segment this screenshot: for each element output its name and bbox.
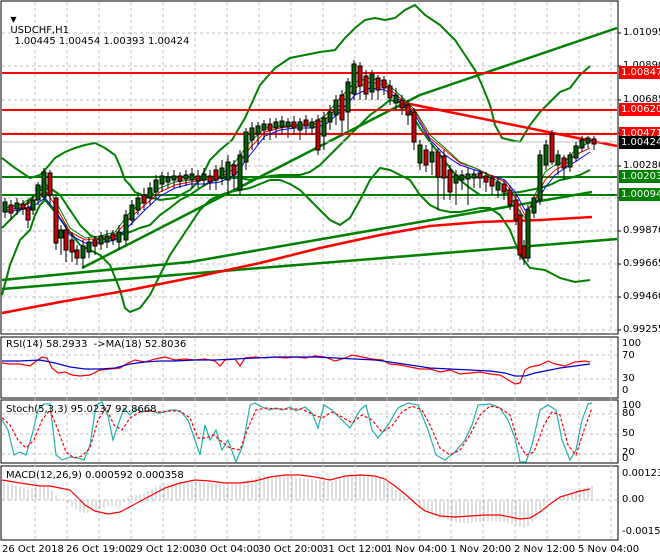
- time-label: 29 Oct 12:00: [130, 544, 196, 555]
- stoch-label: Stoch(5,3,3) 95.0237 92.8668: [6, 404, 157, 415]
- horizontal-levels: [2, 72, 617, 196]
- triangle-down-icon[interactable]: ▼: [10, 15, 17, 24]
- rsi-axis-0: 0: [622, 385, 629, 396]
- rsi-axis-70: 70: [622, 350, 635, 361]
- price-label: 0.99255: [623, 324, 660, 335]
- level-tag-support-2: 1.00094: [619, 188, 660, 201]
- time-label: 26 Oct 2018: [2, 544, 64, 555]
- chart-header: ▼ USDCHF,H1 1.00445 1.00454 1.00393 1.00…: [4, 3, 189, 47]
- price-label: 1.01095: [623, 27, 660, 38]
- time-label: 2 Nov 12:00: [514, 544, 576, 555]
- trend-lines-support: [1, 26, 618, 291]
- stoch-axis-0: 0: [622, 453, 629, 464]
- time-label: 31 Oct 12:00: [322, 544, 388, 555]
- macd-signal-line: [1, 474, 591, 520]
- time-label: 1 Nov 20:00: [450, 544, 512, 555]
- rsi-label: RSI(14) 58.2933 ->MA(18) 52.8036: [6, 339, 187, 350]
- macd-histogram: [3, 474, 593, 528]
- macd-axis-zero: 0.00: [622, 494, 645, 505]
- stoch-axis-80: 80: [622, 408, 635, 419]
- time-label: 30 Oct 04:00: [194, 544, 260, 555]
- candlesticks: [2, 60, 597, 268]
- level-tag-support-1: 1.00203: [619, 170, 660, 183]
- macd-axis-max: 0.001236: [622, 468, 660, 479]
- level-tag-resistance-1: 1.00847: [619, 66, 660, 79]
- price-axis-ticks: [618, 32, 621, 331]
- stochastic-lines: [1, 401, 593, 464]
- stoch-axis-50: 50: [622, 428, 635, 439]
- rsi-lines: [1, 354, 591, 385]
- level-tag-resistance-2: 1.00620: [619, 103, 660, 116]
- time-label: 30 Oct 20:00: [258, 544, 324, 555]
- horizontal-grid: [2, 32, 617, 501]
- ohlc-values: 1.00445 1.00454 1.00393 1.00424: [14, 36, 190, 47]
- time-label: 26 Oct 19:00: [66, 544, 132, 555]
- time-label: 5 Nov 04:00: [578, 544, 640, 555]
- rsi-axis-100: 100: [622, 338, 642, 349]
- macd-label: MACD(12,26,9) 0.000592 0.000358: [6, 470, 184, 481]
- rsi-axis-30: 30: [622, 373, 635, 384]
- stoch-axis-20: 20: [622, 447, 635, 458]
- price-label: 1.00685: [623, 94, 660, 105]
- stoch-axis-100: 100: [622, 400, 642, 411]
- symbol-label: USDCHF,H1: [10, 25, 70, 36]
- current-price-tag: 1.00424: [619, 136, 660, 149]
- price-label: 1.00890: [623, 60, 660, 71]
- time-label: 1 Nov 04:00: [386, 544, 448, 555]
- macd-axis-min: -0.001563: [622, 526, 660, 537]
- price-label: 0.99665: [623, 258, 660, 269]
